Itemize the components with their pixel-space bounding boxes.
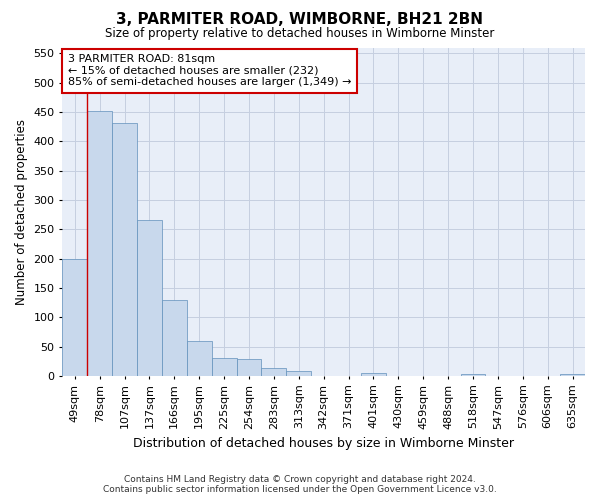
Bar — [560, 374, 585, 376]
Bar — [361, 373, 386, 376]
Bar — [112, 122, 137, 376]
Bar — [286, 371, 311, 376]
Bar — [87, 111, 112, 376]
Bar — [162, 300, 187, 376]
Bar — [187, 340, 212, 376]
Text: Size of property relative to detached houses in Wimborne Minster: Size of property relative to detached ho… — [106, 28, 494, 40]
Bar — [137, 220, 162, 376]
Text: 3 PARMITER ROAD: 81sqm
← 15% of detached houses are smaller (232)
85% of semi-de: 3 PARMITER ROAD: 81sqm ← 15% of detached… — [68, 54, 351, 88]
X-axis label: Distribution of detached houses by size in Wimborne Minster: Distribution of detached houses by size … — [133, 437, 514, 450]
Text: 3, PARMITER ROAD, WIMBORNE, BH21 2BN: 3, PARMITER ROAD, WIMBORNE, BH21 2BN — [116, 12, 484, 28]
Text: Contains HM Land Registry data © Crown copyright and database right 2024.
Contai: Contains HM Land Registry data © Crown c… — [103, 474, 497, 494]
Bar — [262, 368, 286, 376]
Y-axis label: Number of detached properties: Number of detached properties — [15, 118, 28, 304]
Bar — [461, 374, 485, 376]
Bar — [236, 360, 262, 376]
Bar — [62, 258, 87, 376]
Bar — [212, 358, 236, 376]
